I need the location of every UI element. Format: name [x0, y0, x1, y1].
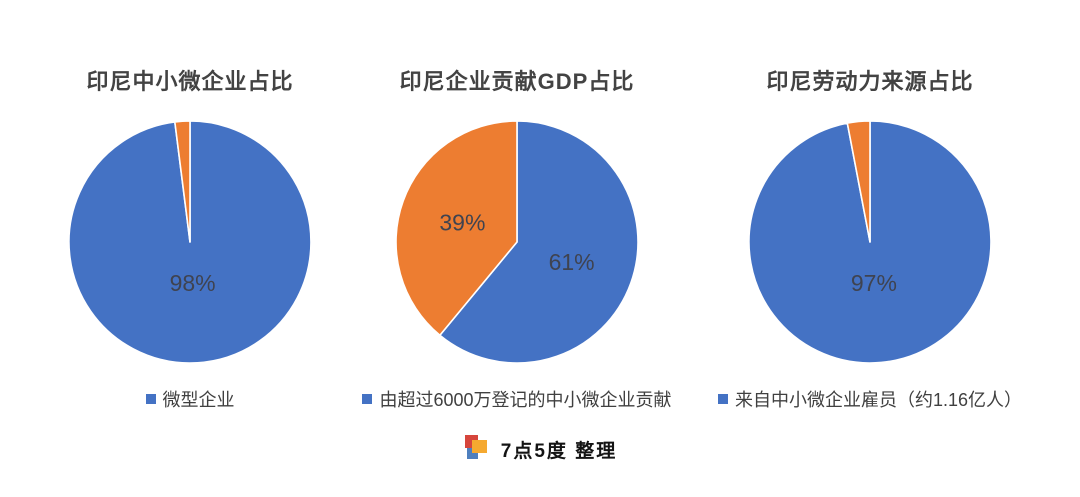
- legend: 微型企业: [25, 386, 355, 412]
- chart-title: 印尼企业贡献GDP占比: [399, 69, 635, 94]
- slice-label: 61%: [549, 249, 595, 275]
- pie-svg: 98%: [68, 120, 312, 364]
- legend-marker-icon: [717, 394, 728, 404]
- legend: 来自中小微企业雇员（约1.16亿人）: [705, 386, 1035, 412]
- pie-chart-workforce-source: 印尼劳动力来源占比 97% 来自中小微企业雇员（约1.16亿人）: [705, 60, 1035, 430]
- pie-slice: [395, 120, 518, 337]
- chart-title: 印尼中小微企业占比: [86, 69, 294, 94]
- pie-chart-gdp-contribution: 印尼企业贡献GDP占比 61% 39% 由超过6000万登记的中小微企业贡献: [350, 60, 684, 430]
- pie-workforce-source: 97%: [705, 117, 1035, 367]
- slice-label: 97%: [851, 270, 897, 296]
- credit-text: 7点5度 整理: [500, 440, 618, 462]
- slice-label: 39%: [439, 209, 485, 235]
- brand-logo-icon: [463, 434, 493, 464]
- legend-marker-icon: [145, 394, 156, 404]
- pie-svg: 97%: [748, 120, 992, 364]
- slice-label: 98%: [170, 270, 216, 296]
- chart-title: 印尼劳动力来源占比: [766, 69, 974, 94]
- pie-slice: [846, 120, 871, 243]
- credit-footer: 7点5度 整理: [0, 434, 1080, 464]
- logo-blue-square-icon: [466, 448, 478, 459]
- logo-orange-square-icon: [471, 440, 487, 453]
- legend-marker-icon: [362, 394, 373, 404]
- pie-msme-share: 98%: [25, 117, 355, 367]
- pie-slice: [174, 120, 191, 243]
- pie-gdp-contribution: 61% 39%: [350, 117, 684, 367]
- pie-chart-msme-share: 印尼中小微企业占比 98% 微型企业: [25, 60, 355, 430]
- legend-label: 由超过6000万登记的中小微企业贡献: [379, 390, 672, 410]
- pie-slice: [439, 120, 639, 364]
- legend: 由超过6000万登记的中小微企业贡献: [350, 386, 684, 412]
- legend-label: 来自中小微企业雇员（约1.16亿人）: [734, 390, 1023, 410]
- pie-svg: 61% 39%: [395, 120, 639, 364]
- legend-label: 微型企业: [162, 390, 235, 410]
